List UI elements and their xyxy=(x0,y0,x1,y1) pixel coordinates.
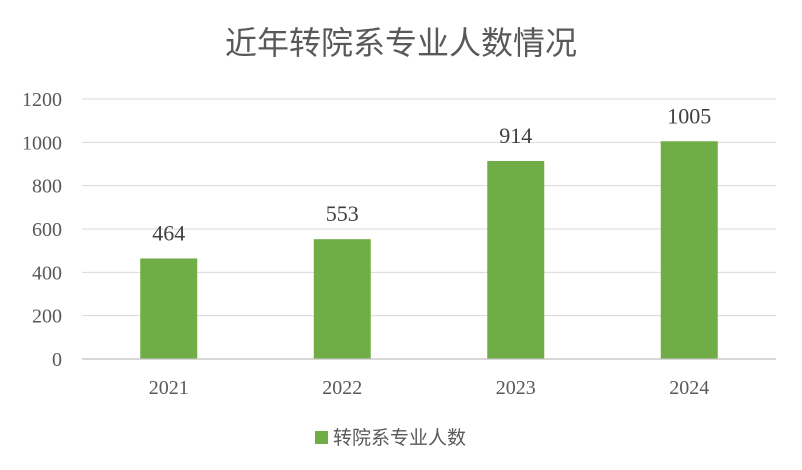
data-label-2022: 553 xyxy=(326,201,359,226)
bar-2024 xyxy=(660,141,718,359)
data-label-2021: 464 xyxy=(152,220,185,245)
x-tick-label-2022: 2022 xyxy=(322,377,362,399)
x-axis-tick-labels: 2021 2022 2023 2024 xyxy=(149,377,710,399)
bars xyxy=(140,141,718,359)
gridlines xyxy=(82,98,776,317)
x-tick-label-2024: 2024 xyxy=(669,377,709,399)
y-tick-label: 200 xyxy=(32,306,62,328)
y-tick-label: 800 xyxy=(32,176,62,198)
x-tick-label-2023: 2023 xyxy=(496,377,536,399)
y-tick-label: 1200 xyxy=(22,89,62,111)
bar-2022 xyxy=(313,239,371,359)
x-tick-label-2021: 2021 xyxy=(149,377,189,399)
legend-swatch xyxy=(315,431,328,444)
bar-2021 xyxy=(140,258,198,359)
y-tick-label: 1000 xyxy=(22,132,62,154)
data-labels: 464 553 914 1005 xyxy=(152,103,711,245)
y-axis-tick-labels: 0 200 400 600 800 1000 1200 xyxy=(22,89,62,371)
chart-title: 近年转院系专业人数情况 xyxy=(225,24,577,62)
y-tick-label: 600 xyxy=(32,219,62,241)
data-label-2023: 914 xyxy=(499,123,532,148)
bar-2023 xyxy=(487,160,545,359)
legend: 转院系专业人数 xyxy=(315,427,466,449)
y-tick-label: 400 xyxy=(32,262,62,284)
data-label-2024: 1005 xyxy=(667,103,711,128)
legend-label: 转院系专业人数 xyxy=(333,427,466,449)
y-tick-label: 0 xyxy=(52,349,62,371)
